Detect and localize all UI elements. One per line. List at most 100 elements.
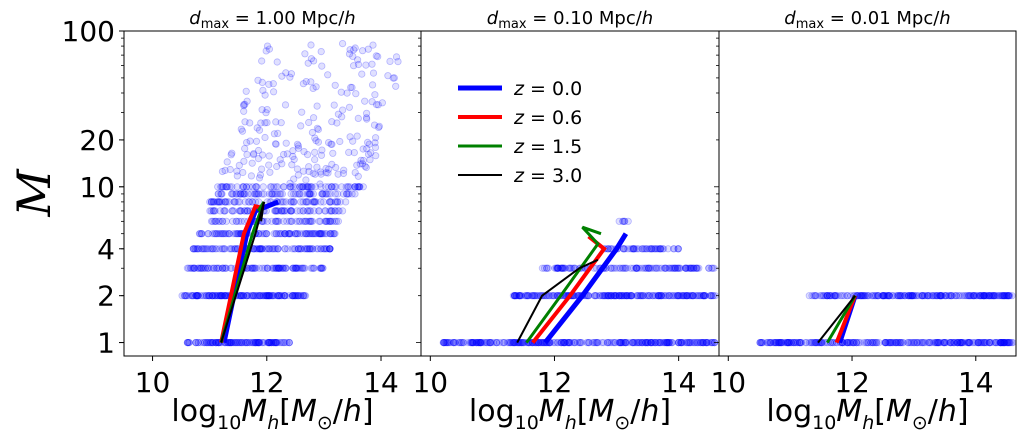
scatter-point (480, 338, 488, 347)
x-tick-label: 14 (363, 366, 399, 399)
scatter-point (221, 245, 229, 253)
scatter-point (301, 264, 309, 272)
scatter-point (524, 292, 532, 300)
scatter-point (684, 338, 692, 347)
scatter-point (200, 245, 208, 253)
scatter-point (785, 338, 793, 347)
scatter-point (207, 338, 215, 347)
scatter-point (973, 292, 981, 300)
scatter-point (237, 292, 245, 300)
scatter-point (292, 217, 300, 225)
scatter-point (603, 292, 611, 300)
scatter-point (208, 245, 216, 253)
scatter-point (620, 292, 628, 300)
scatter-point (294, 292, 302, 300)
scatter-point (272, 338, 280, 347)
scatter-point (796, 338, 804, 347)
scatter-point (908, 292, 916, 300)
scatter-point (846, 338, 855, 347)
scatter-point (318, 230, 326, 238)
scatter-point (554, 264, 562, 272)
scatter-point (474, 338, 483, 347)
scatter-point (611, 338, 619, 347)
scatter-point (255, 264, 263, 272)
scatter-point (281, 101, 290, 109)
scatter-point (265, 45, 273, 53)
scatter-point (788, 338, 796, 347)
scatter-point (620, 292, 628, 300)
scatter-point (657, 338, 665, 347)
scatter-point (334, 190, 342, 198)
scatter-point (304, 207, 312, 215)
scatter-point (261, 264, 269, 272)
plot-area (439, 217, 719, 347)
scatter-point (681, 264, 690, 272)
scatter-point (574, 338, 582, 347)
scatter-point (694, 338, 703, 347)
scatter-point (245, 292, 253, 300)
scatter-point (925, 292, 933, 300)
scatter-point (830, 292, 838, 300)
scatter-point (651, 338, 659, 347)
scatter-point (489, 338, 498, 347)
scatter-point (505, 338, 513, 347)
scatter-point (258, 245, 266, 253)
scatter-point (219, 245, 227, 253)
scatter-point (913, 338, 922, 347)
scatter-point (258, 106, 266, 114)
scatter-point (318, 62, 326, 70)
scatter-point (656, 338, 664, 347)
scatter-point (772, 338, 780, 347)
scatter-point (290, 175, 298, 183)
scatter-point (871, 338, 880, 347)
scatter-point (293, 230, 302, 238)
scatter-point (317, 198, 325, 206)
scatter-point (208, 338, 216, 347)
scatter-point (306, 190, 314, 198)
scatter-point (561, 338, 569, 347)
scatter-point (558, 264, 566, 272)
scatter-point (559, 264, 567, 272)
scatter-point (325, 245, 334, 253)
scatter-point (632, 264, 640, 272)
scatter-point (304, 198, 312, 206)
scatter-point (299, 207, 307, 215)
scatter-point (274, 292, 282, 300)
scatter-point (295, 292, 303, 300)
scatter-point (885, 292, 893, 300)
scatter-point (290, 155, 298, 163)
scatter-point (477, 338, 485, 347)
scatter-point (236, 190, 244, 198)
scatter-point (346, 183, 354, 191)
scatter-point (206, 207, 214, 215)
scatter-point (211, 217, 219, 225)
scatter-point (551, 338, 559, 347)
scatter-point (619, 245, 628, 253)
scatter-point (256, 245, 264, 253)
scatter-point (607, 292, 615, 300)
scatter-point (783, 338, 791, 347)
scatter-point (983, 338, 991, 347)
scatter-point (252, 292, 260, 300)
scatter-point (241, 118, 249, 126)
scatter-point (268, 217, 276, 225)
scatter-point (602, 292, 610, 300)
scatter-point (692, 264, 701, 272)
scatter-point (850, 338, 858, 347)
scatter-point (317, 264, 325, 272)
scatter-point (950, 338, 959, 347)
scatter-point (249, 292, 257, 300)
scatter-point (996, 338, 1004, 347)
scatter-point (241, 207, 249, 215)
scatter-point (759, 338, 767, 347)
scatter-point (947, 292, 956, 300)
scatter-point (1006, 292, 1014, 300)
scatter-point (234, 230, 242, 238)
scatter-point (657, 245, 665, 253)
scatter-point (312, 83, 320, 91)
scatter-point (285, 292, 293, 300)
scatter-point (309, 114, 318, 122)
scatter-point (653, 245, 661, 253)
scatter-point (303, 245, 312, 253)
scatter-point (625, 338, 633, 347)
